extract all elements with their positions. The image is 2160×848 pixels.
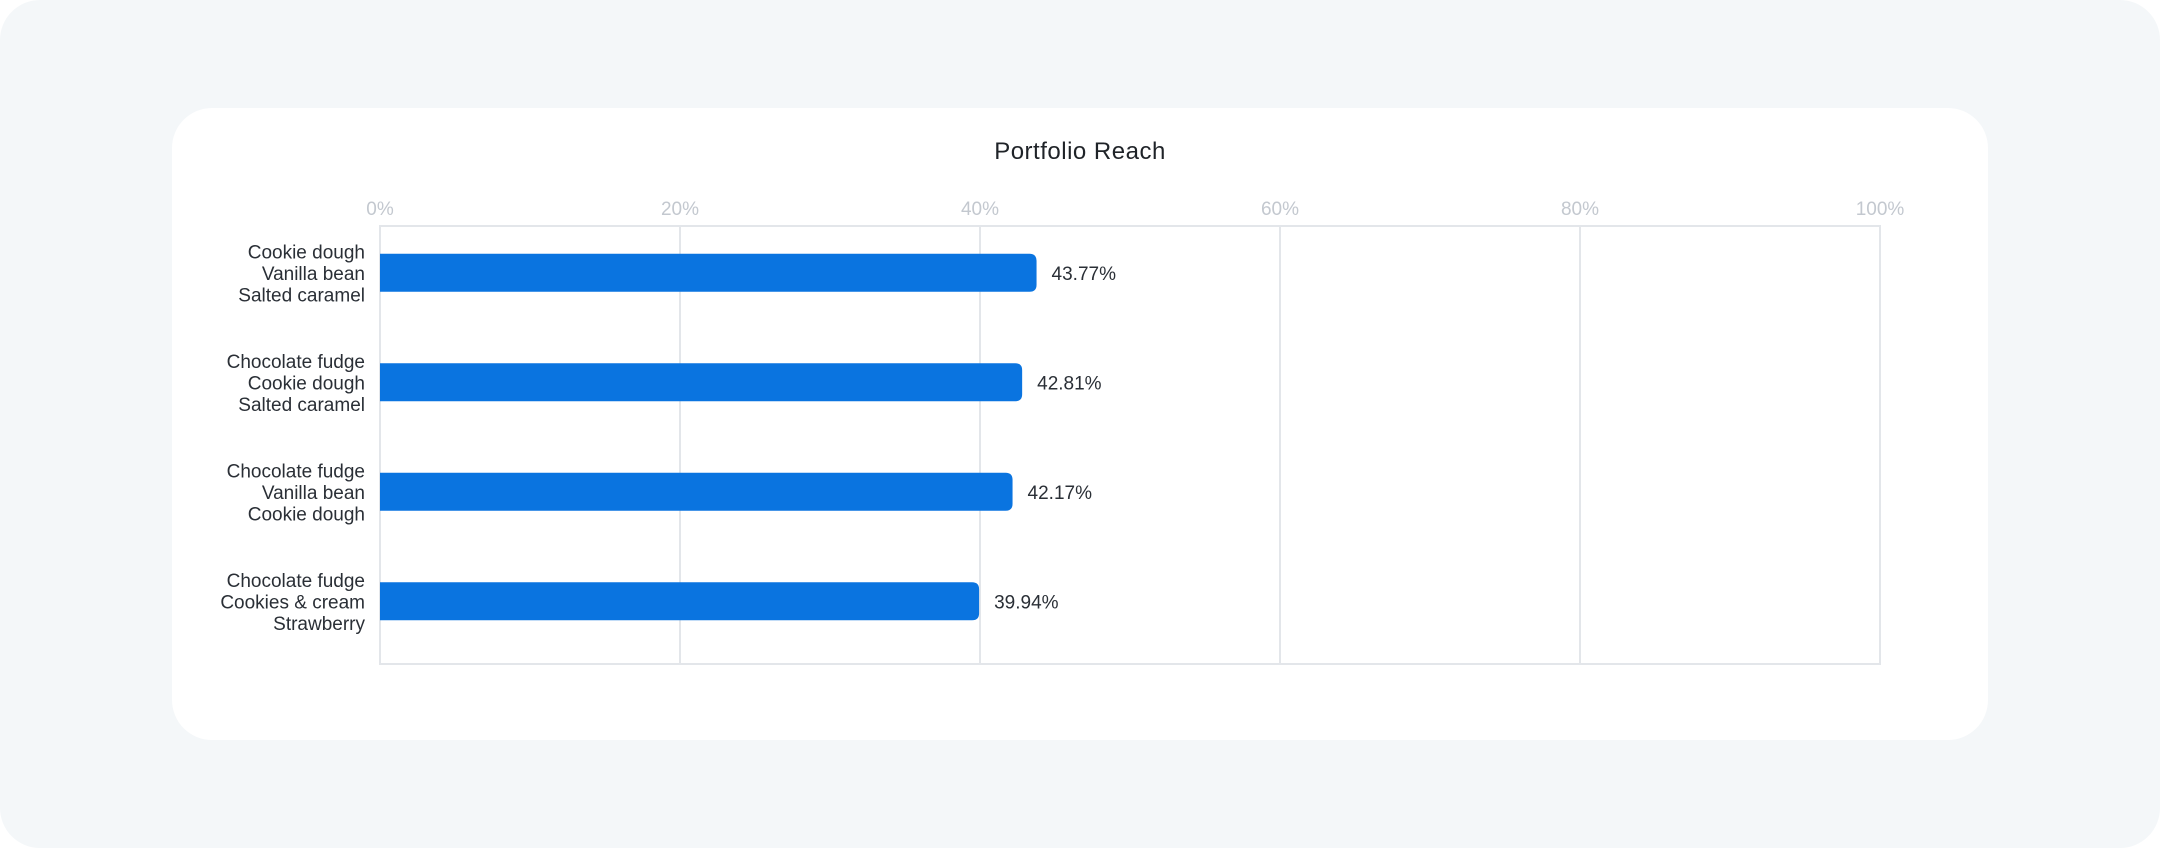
category-label: Chocolate fudge Vanilla bean Cookie dough (227, 461, 365, 525)
category-label-line: Vanilla bean (262, 483, 365, 504)
bar (380, 253, 1037, 292)
x-tick-label: 80% (1561, 199, 1599, 220)
category-label-line: Cookie dough (248, 242, 365, 263)
bar (380, 363, 1023, 402)
x-tick-label: 60% (1261, 199, 1299, 220)
category-label: Cookie dough Vanilla bean Salted caramel (238, 242, 365, 306)
category-label: Chocolate fudge Cookie dough Salted carame… (227, 352, 365, 416)
chart-card: Portfolio Reach 0% 20% 40% 60% 80% 100% Cooki… (172, 108, 1988, 740)
category-labels: Cookie dough Vanilla bean Salted caramelCh… (220, 242, 365, 635)
plot-frame (379, 225, 1881, 665)
x-tick-label: 100% (1856, 199, 1905, 220)
category-label-line: Cookie dough (248, 504, 365, 525)
bars (380, 253, 1037, 621)
bar-chart: Portfolio Reach 0% 20% 40% 60% 80% 100% Cooki… (220, 138, 1904, 665)
x-axis-ticks: 0% 20% 40% 60% 80% 100% (366, 199, 1904, 220)
value-label: 42.81% (1037, 373, 1102, 394)
x-tick-label: 40% (961, 199, 999, 220)
category-label-line: Chocolate fudge (227, 461, 365, 482)
value-label: 39.94% (994, 592, 1059, 613)
bar (380, 582, 980, 621)
bar (380, 472, 1013, 511)
category-label-line: Cookie dough (248, 373, 365, 394)
value-labels: 43.77% 42.81% 42.17% 39.94% (994, 264, 1116, 614)
chart-title: Portfolio Reach (994, 138, 1166, 165)
x-tick-label: 0% (366, 199, 394, 220)
category-label-line: Chocolate fudge (227, 352, 365, 373)
category-label-line: Cookies & cream (220, 592, 365, 613)
category-label-line: Vanilla bean (262, 264, 365, 285)
value-label: 42.17% (1028, 483, 1093, 504)
value-label: 43.77% (1052, 264, 1117, 285)
category-label-line: Salted caramel (238, 285, 365, 306)
category-label-line: Strawberry (273, 614, 365, 635)
category-label-line: Salted caramel (238, 395, 365, 416)
x-tick-label: 20% (661, 199, 699, 220)
category-label-line: Chocolate fudge (227, 571, 365, 592)
category-label: Chocolate fudge Cookies & cream Strawberry (220, 571, 365, 635)
